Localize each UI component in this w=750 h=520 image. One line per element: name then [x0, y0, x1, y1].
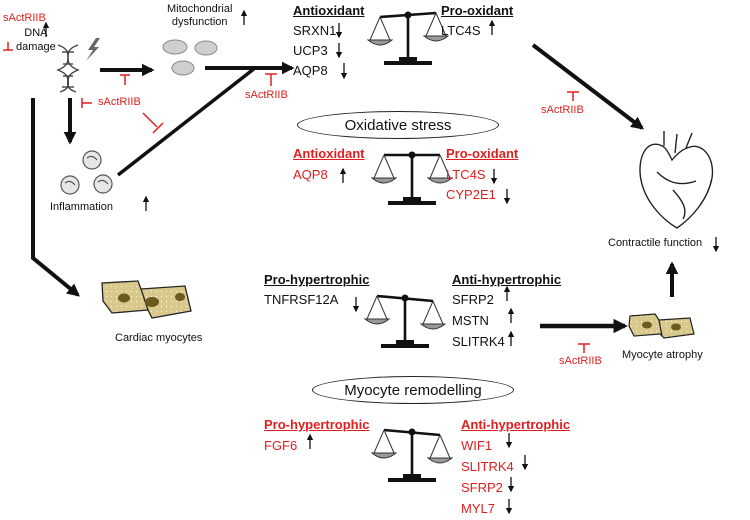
- gene-slitrk4-treated: SLITRK4: [461, 459, 514, 474]
- pro-oxidant-heading: Pro-oxidant: [441, 3, 514, 18]
- scale-treated-hypertrophy-icon: [370, 428, 454, 482]
- sactriib-label-heart: sActRIIB: [541, 104, 584, 116]
- oxidative-stress-label: Oxidative stress: [344, 116, 452, 134]
- pro-hypertrophic-heading: Pro-hypertrophic: [264, 272, 370, 287]
- gene-cyp2e1-treated: CYP2E1: [446, 187, 496, 202]
- cardiac-myocytes-icon: [101, 280, 192, 319]
- heart-icon: [639, 131, 714, 229]
- myocyte-atrophy-icon: [628, 313, 695, 339]
- scale-baseline-hypertrophy-icon: [363, 294, 447, 348]
- inhibitor-symbols: [3, 42, 590, 353]
- gene-sfrp2-treated: SFRP2: [461, 480, 503, 495]
- gene-slitrk4: SLITRK4: [452, 334, 505, 349]
- anti-hypertrophic-treated-heading: Anti-hypertrophic: [461, 417, 571, 432]
- dna-helix-icon: [56, 44, 80, 93]
- pro-hypertrophic-treated-heading: Pro-hypertrophic: [264, 417, 370, 432]
- gene-ltc4s: LTC4S: [441, 23, 481, 38]
- cardiac-myocytes-label: Cardiac myocytes: [115, 332, 203, 344]
- myocyte-remodelling-label: Myocyte remodelling: [344, 381, 482, 399]
- contractile-function-label: Contractile function: [608, 237, 703, 249]
- mitochondrial-dysfunction-label: Mitochondrial dysfunction: [167, 3, 233, 28]
- gene-wif1-treated: WIF1: [461, 438, 493, 453]
- sactriib-label-mito: sActRIIB: [245, 89, 288, 101]
- myocyte-remodelling-box: Myocyte remodelling: [312, 376, 514, 404]
- connector-inflammation-to-mito: [116, 66, 257, 177]
- anti-hypertrophic-heading: Anti-hypertrophic: [452, 272, 562, 287]
- scale-baseline-oxidative-icon: [366, 11, 450, 65]
- gene-sfrp2: SFRP2: [452, 292, 494, 307]
- gene-myl7-treated: MYL7: [461, 501, 495, 516]
- gene-aqp8-treated: AQP8: [293, 167, 328, 182]
- pro-oxidant-treated-heading: Pro-oxidant: [446, 146, 519, 161]
- gene-srxn1: SRXN1: [293, 23, 337, 38]
- inflammation-cells-icon: [60, 150, 113, 195]
- gene-aqp8: AQP8: [293, 63, 328, 78]
- inflammation-label: Inflammation: [50, 201, 113, 213]
- antioxidant-treated-heading: Antioxidant: [293, 146, 365, 161]
- dna-damage-label: DNA damage: [16, 27, 56, 53]
- arrow-dna-to-cardiac-myocytes: [31, 98, 80, 297]
- regulation-arrows: [42, 9, 720, 515]
- gene-fgf6-treated: FGF6: [264, 438, 298, 453]
- lightning-icon: [86, 38, 100, 61]
- mitochondria-icon: [162, 39, 218, 76]
- antioxidant-heading: Antioxidant: [293, 3, 365, 18]
- scale-treated-oxidative-icon: [370, 151, 454, 205]
- gene-tnfrsf12a: TNFRSF12A: [264, 292, 339, 307]
- sactriib-label-inflammation: sActRIIB: [98, 96, 141, 108]
- oxidative-stress-box: Oxidative stress: [297, 111, 499, 139]
- sactriib-label-dna: sActRIIB: [3, 12, 46, 24]
- gene-mstn: MSTN: [452, 313, 489, 328]
- sactriib-label-atrophy: sActRIIB: [559, 355, 602, 367]
- arrow-prooxidant-to-heart: [531, 43, 645, 130]
- gene-ucp3: UCP3: [293, 43, 328, 58]
- gene-ltc4s-treated: LTC4S: [446, 167, 486, 182]
- myocyte-atrophy-label: Myocyte atrophy: [622, 349, 703, 361]
